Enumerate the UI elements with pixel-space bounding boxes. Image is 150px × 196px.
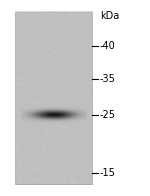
Text: kDa: kDa — [100, 11, 119, 21]
Text: -25: -25 — [100, 110, 116, 120]
Text: -40: -40 — [100, 41, 116, 51]
Text: -35: -35 — [100, 74, 116, 84]
FancyBboxPatch shape — [15, 12, 92, 184]
Text: -15: -15 — [100, 168, 116, 179]
